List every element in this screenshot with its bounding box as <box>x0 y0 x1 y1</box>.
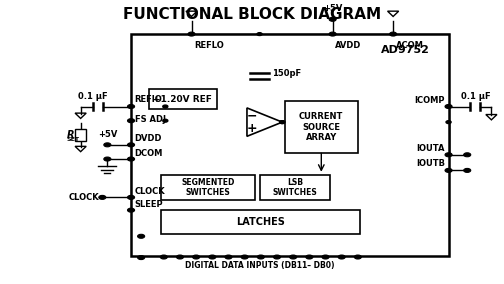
Text: FS ADJ: FS ADJ <box>135 115 166 124</box>
Circle shape <box>445 168 452 172</box>
Circle shape <box>446 121 451 124</box>
Circle shape <box>225 255 232 259</box>
Circle shape <box>390 32 397 36</box>
Bar <box>75 129 86 141</box>
Text: +1.20V REF: +1.20V REF <box>153 95 212 104</box>
Circle shape <box>280 121 285 124</box>
Text: −: − <box>247 109 257 122</box>
Circle shape <box>128 208 135 212</box>
Bar <box>149 89 217 109</box>
Bar <box>161 210 360 234</box>
Text: REFIO: REFIO <box>135 95 162 104</box>
Text: FUNCTIONAL BLOCK DIAGRAM: FUNCTIONAL BLOCK DIAGRAM <box>123 7 381 22</box>
Circle shape <box>104 157 111 161</box>
Circle shape <box>128 195 135 199</box>
Circle shape <box>138 256 145 260</box>
Text: DCOM: DCOM <box>135 149 163 158</box>
Text: DIGITAL DATA INPUTS (DB11– DB0): DIGITAL DATA INPUTS (DB11– DB0) <box>185 261 334 270</box>
Text: ICOMP: ICOMP <box>414 95 445 105</box>
Circle shape <box>329 32 336 36</box>
Text: 0.1 μF: 0.1 μF <box>79 92 108 101</box>
Circle shape <box>128 105 135 108</box>
Circle shape <box>209 255 216 259</box>
Circle shape <box>464 168 471 172</box>
Circle shape <box>445 153 452 157</box>
Text: REFLO: REFLO <box>194 41 224 50</box>
Circle shape <box>99 195 106 199</box>
Circle shape <box>445 105 452 108</box>
Text: ACOM: ACOM <box>396 41 423 50</box>
Circle shape <box>160 255 167 259</box>
Circle shape <box>354 255 361 259</box>
Circle shape <box>258 255 265 259</box>
Circle shape <box>329 17 336 21</box>
Text: AD9752: AD9752 <box>382 45 430 55</box>
Circle shape <box>464 153 471 157</box>
Text: IOUTB: IOUTB <box>416 159 445 168</box>
Text: +: + <box>246 122 258 135</box>
Circle shape <box>193 255 200 259</box>
Circle shape <box>188 32 195 36</box>
Text: +5V: +5V <box>323 4 342 13</box>
Text: DVDD: DVDD <box>135 134 162 143</box>
Circle shape <box>338 255 345 259</box>
Circle shape <box>104 143 111 147</box>
Circle shape <box>128 119 135 123</box>
Circle shape <box>290 255 297 259</box>
Text: SLEEP: SLEEP <box>135 200 163 209</box>
Circle shape <box>274 255 281 259</box>
Text: LSB
SWITCHES: LSB SWITCHES <box>273 178 317 197</box>
Text: R: R <box>67 130 75 140</box>
Bar <box>285 101 358 153</box>
Text: 0.1 μF: 0.1 μF <box>462 92 491 101</box>
Text: SEGMENTED
SWITCHES: SEGMENTED SWITCHES <box>181 178 234 197</box>
Bar <box>260 175 330 200</box>
Text: 150pF: 150pF <box>272 69 301 78</box>
Text: CLOCK: CLOCK <box>69 193 99 202</box>
Bar <box>161 175 255 200</box>
Circle shape <box>128 143 135 147</box>
Text: IOUTA: IOUTA <box>416 144 445 153</box>
Text: SET: SET <box>66 137 79 142</box>
Circle shape <box>128 157 135 161</box>
Circle shape <box>306 255 313 259</box>
Text: LATCHES: LATCHES <box>236 217 285 227</box>
Text: CLOCK: CLOCK <box>135 187 165 196</box>
Circle shape <box>176 255 183 259</box>
Circle shape <box>163 105 168 108</box>
Text: +5V: +5V <box>98 130 117 139</box>
Text: CURRENT
SOURCE
ARRAY: CURRENT SOURCE ARRAY <box>299 112 344 142</box>
Circle shape <box>163 119 168 122</box>
Circle shape <box>257 33 262 36</box>
Circle shape <box>129 196 134 199</box>
Circle shape <box>280 121 285 124</box>
Circle shape <box>241 255 248 259</box>
Bar <box>131 34 449 256</box>
Text: AVDD: AVDD <box>335 41 361 50</box>
Circle shape <box>322 255 329 259</box>
Circle shape <box>138 234 145 238</box>
